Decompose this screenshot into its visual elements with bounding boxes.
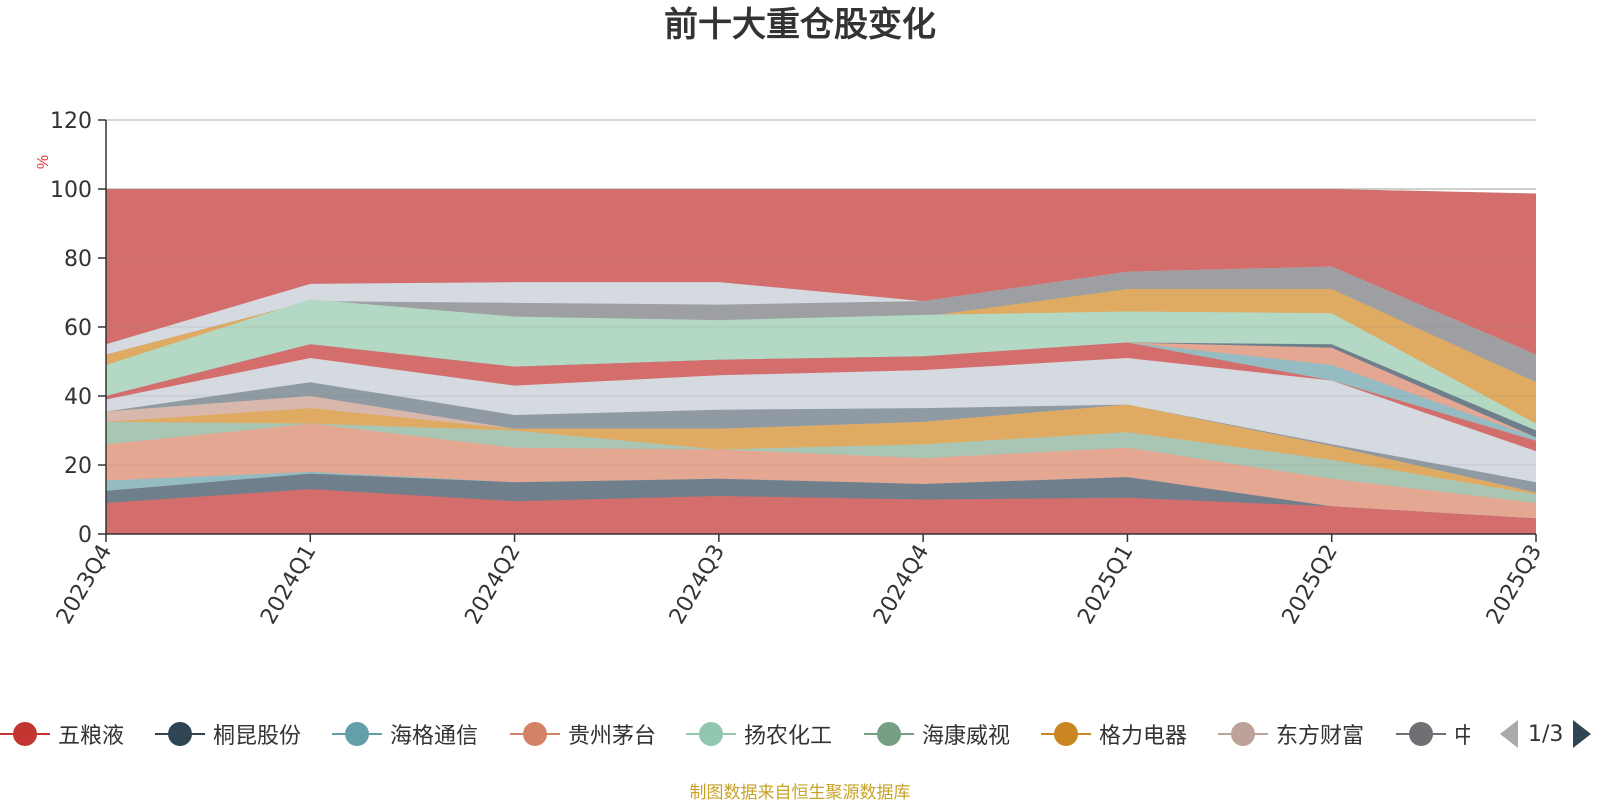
legend-item[interactable]: 五粮液 — [0, 714, 124, 754]
legend-item[interactable]: 海康威视 — [864, 714, 1010, 754]
legend-label: 贵州茅台 — [568, 724, 657, 749]
y-tick-label: 100 — [50, 178, 92, 203]
source-note: 制图数据来自恒生聚源数据库 — [689, 783, 911, 803]
legend-label: 东方财富 — [1276, 724, 1365, 749]
legend-marker-icon — [0, 714, 50, 754]
y-tick-label: 80 — [64, 247, 92, 272]
y-axis-label: % — [35, 155, 52, 169]
legend-item[interactable]: 中兴通讯 — [1396, 714, 1470, 754]
area-layers — [106, 189, 1536, 534]
y-tick-label: 60 — [64, 316, 92, 341]
x-tick-label: 2024Q2 — [460, 541, 525, 629]
legend: 五粮液 桐昆股份 海格通信 贵州茅台 扬农化工 海康威视 格力电器 东方财富 中兴通讯 — [0, 714, 1470, 754]
area-series-17 — [106, 489, 1536, 534]
legend-pager: 1/3 — [1500, 714, 1600, 754]
area-chart: 0 20 40 60 80 100 120 2023Q4 2024Q1 2024Q2 2024Q3 2… — [35, 109, 1547, 629]
x-tick-label: 2024Q3 — [665, 541, 730, 629]
legend-marker-icon — [510, 714, 560, 754]
legend-label: 海格通信 — [390, 724, 479, 749]
legend-label: 五粮液 — [58, 724, 125, 749]
legend-marker-icon — [155, 714, 205, 754]
legend-label: 扬农化工 — [744, 724, 833, 749]
legend-next-icon[interactable] — [1573, 720, 1592, 748]
legend-page-indicator: 1/3 — [1528, 721, 1564, 747]
legend-prev-icon[interactable] — [1500, 720, 1518, 748]
x-tick-label: 2024Q4 — [869, 541, 934, 629]
legend-marker-icon — [686, 714, 736, 754]
x-tick-label: 2025Q1 — [1073, 541, 1138, 629]
legend-item[interactable]: 海格通信 — [332, 714, 478, 754]
legend-marker-icon — [332, 714, 382, 754]
legend-item[interactable]: 格力电器 — [1041, 714, 1187, 754]
legend-label: 海康威视 — [922, 724, 1011, 749]
legend-marker-icon — [864, 714, 914, 754]
legend-item[interactable]: 贵州茅台 — [510, 714, 656, 754]
legend-marker-icon — [1041, 714, 1091, 754]
legend-marker-icon — [1218, 714, 1268, 754]
legend-label: 格力电器 — [1099, 724, 1188, 749]
legend-marker-icon — [1396, 714, 1446, 754]
x-tick-label: 2025Q3 — [1482, 541, 1547, 629]
legend-label: 桐昆股份 — [213, 724, 302, 749]
legend-item[interactable]: 扬农化工 — [686, 714, 832, 754]
y-tick-label: 120 — [50, 109, 92, 134]
y-tick-label: 0 — [78, 523, 92, 548]
legend-item[interactable]: 桐昆股份 — [155, 714, 301, 754]
x-tick-label: 2025Q2 — [1278, 541, 1343, 629]
chart-title: 前十大重仓股变化 — [664, 5, 936, 45]
y-tick-label: 20 — [64, 454, 92, 479]
legend-item[interactable]: 东方财富 — [1218, 714, 1364, 754]
x-tick-label: 2023Q4 — [52, 541, 117, 629]
legend-label: 中兴通讯 — [1454, 724, 1470, 749]
x-tick-label: 2024Q1 — [256, 541, 321, 629]
y-tick-label: 40 — [64, 385, 92, 410]
